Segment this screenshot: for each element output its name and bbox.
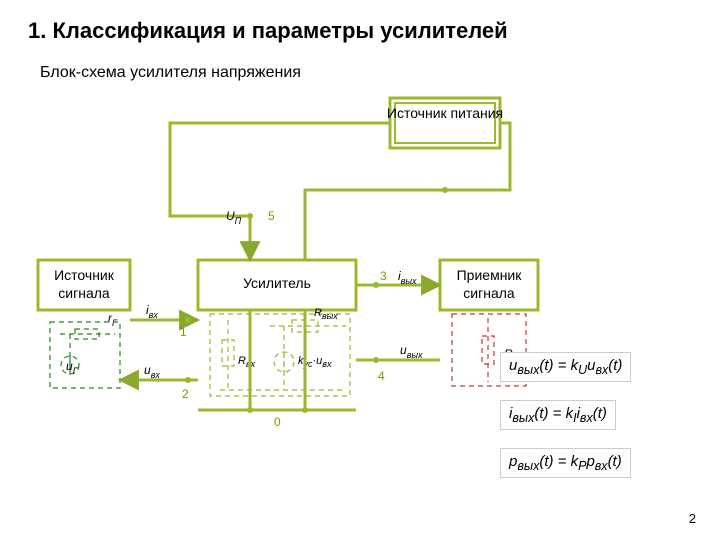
num-0: 0 xyxy=(274,415,281,429)
subtitle: Блок-схема усилителя напряжения xyxy=(40,64,301,82)
page-number: 2 xyxy=(689,511,696,526)
label-uG: uГ xyxy=(66,359,79,376)
label-kus: kус·uвх xyxy=(298,355,332,369)
source-internal xyxy=(50,322,120,388)
equation-p: pвых(t) = kPpвх(t) xyxy=(500,448,631,478)
label-iin: iвх xyxy=(146,303,158,320)
label-rG: rГ xyxy=(108,311,118,328)
source-label: Источник xyxy=(54,267,115,283)
block-diagram: Источник питания Источник сигнала Усилит… xyxy=(20,90,580,450)
amp-label: Усилитель xyxy=(243,275,311,291)
num-2: 2 xyxy=(182,387,189,401)
amp-internal xyxy=(210,314,350,396)
svg-text:сигнала: сигнала xyxy=(58,285,110,301)
receiver-label: Приемник xyxy=(457,267,523,283)
page-title: 1. Классификация и параметры усилителей xyxy=(28,18,508,44)
num-4: 4 xyxy=(378,369,385,383)
equation-i: iвых(t) = kIiвх(t) xyxy=(500,400,616,430)
num-3: 3 xyxy=(380,269,387,283)
label-iout: iвых xyxy=(398,269,417,286)
num-5: 5 xyxy=(268,209,275,223)
label-uout: uвых xyxy=(400,343,423,360)
label-Rin: Rвх xyxy=(238,355,256,369)
label-U_P: UП xyxy=(226,209,242,226)
power-label1: Источник питания xyxy=(387,105,503,121)
label-uin: uвх xyxy=(144,363,160,380)
svg-text:сигнала: сигнала xyxy=(463,285,515,301)
num-1: 1 xyxy=(180,325,187,339)
equation-u: uвых(t) = kUuвх(t) xyxy=(500,352,631,382)
